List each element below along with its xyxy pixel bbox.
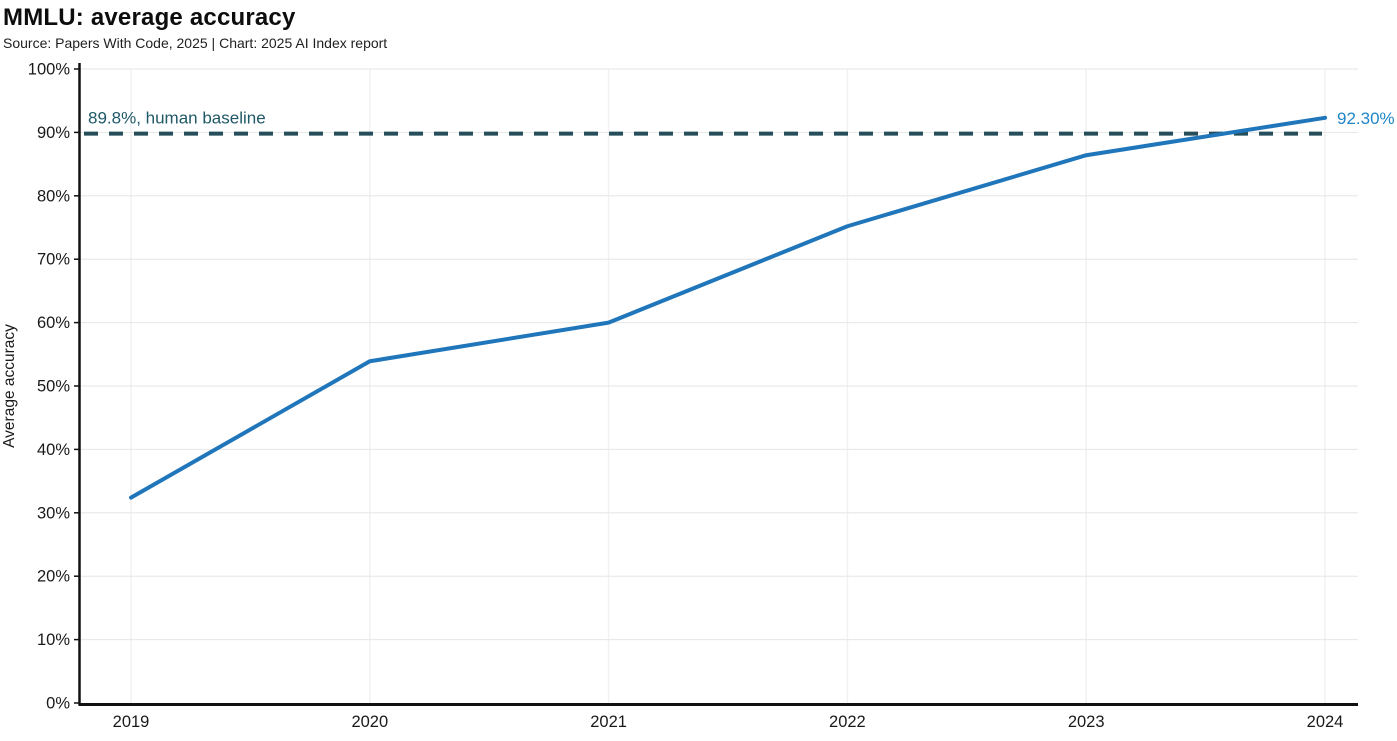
x-tick-label: 2024 (1307, 713, 1344, 731)
x-tick-label: 2021 (590, 713, 627, 731)
y-tick-label: 100% (28, 61, 71, 79)
y-tick-label: 70% (37, 251, 70, 269)
chart-source-line: Source: Papers With Code, 2025 | Chart: … (3, 35, 388, 51)
y-tick-label: 50% (37, 378, 70, 396)
line-chart: 0% 10% 20% 30% 40% 50% 60% 70% 80% 90% 100% 2019 202… (1, 61, 1395, 732)
x-tick-label: 2022 (829, 713, 866, 731)
y-tick-label: 30% (37, 504, 70, 522)
human-baseline-label: 89.8%, human baseline (88, 109, 266, 128)
y-tick-label: 40% (37, 441, 70, 459)
y-tick-label: 90% (37, 124, 70, 142)
x-tick-label: 2023 (1068, 713, 1105, 731)
x-tick-label: 2019 (113, 713, 150, 731)
y-tick-label: 60% (37, 314, 70, 332)
y-axis-title: Average accuracy (1, 324, 18, 448)
end-value-label: 92.30% (1337, 109, 1395, 128)
chart-title: MMLU: average accuracy (3, 4, 296, 31)
y-tick-label: 20% (37, 568, 70, 586)
y-tick-label: 80% (37, 187, 70, 205)
y-tick-label: 0% (46, 695, 70, 713)
data-line-mmlu (129, 115, 1327, 500)
y-tick-label: 10% (37, 631, 70, 649)
x-tick-label: 2020 (351, 713, 388, 731)
